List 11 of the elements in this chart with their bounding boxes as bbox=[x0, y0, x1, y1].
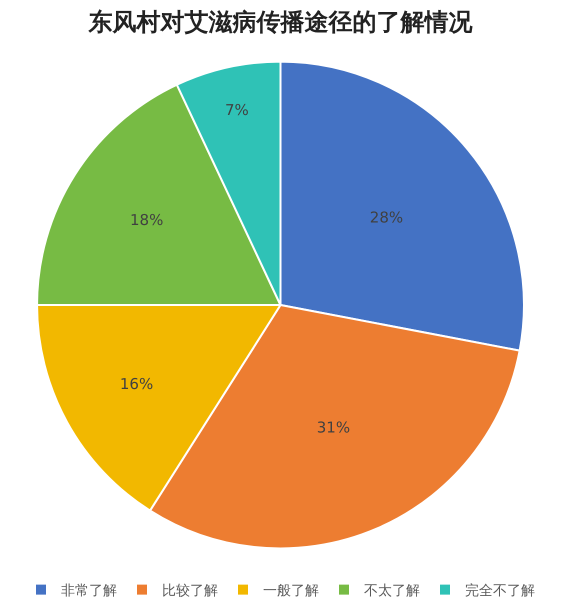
legend-label: 比较了解 bbox=[162, 583, 218, 600]
data-label: 28% bbox=[370, 208, 404, 226]
data-label: 7% bbox=[225, 100, 249, 119]
legend-label: 一般了解 bbox=[263, 583, 319, 600]
data-label: 16% bbox=[120, 375, 154, 394]
data-label: 18% bbox=[130, 211, 164, 230]
legend-label: 非常了解 bbox=[61, 583, 117, 600]
legend-label: 完全不了解 bbox=[465, 583, 535, 600]
data-label: 31% bbox=[316, 418, 350, 436]
chart-title: 东风村对艾滋病传播途径的了解情况 bbox=[88, 6, 474, 36]
legend-label: 不太了解 bbox=[364, 583, 420, 600]
